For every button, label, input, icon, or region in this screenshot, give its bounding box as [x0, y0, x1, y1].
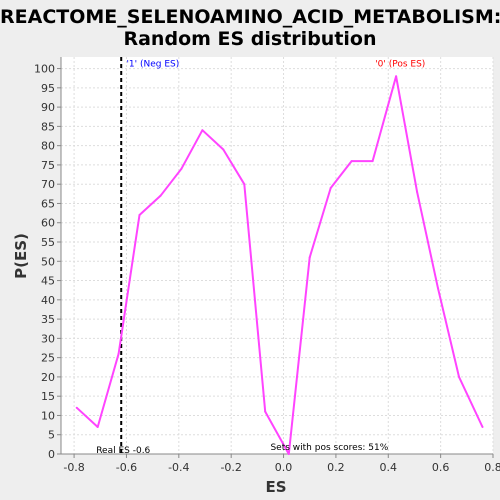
data-point	[117, 352, 120, 355]
y-tick-label: 90	[41, 101, 55, 114]
y-tick-label: 85	[41, 120, 55, 133]
y-axis-label: P(ES)	[12, 233, 30, 279]
y-tick-label: 80	[41, 140, 55, 153]
y-tick-label: 10	[41, 409, 55, 422]
y-tick-label: 30	[41, 332, 55, 345]
x-tick-label: -0.2	[220, 461, 241, 474]
data-point	[287, 453, 290, 455]
x-tick-label: 0.8	[484, 461, 500, 474]
real-es-label: Real ES -0.6	[96, 446, 150, 456]
annotation-label: '1' (Neg ES)	[126, 60, 179, 70]
data-point	[329, 187, 332, 190]
data-point	[481, 426, 484, 429]
data-point	[264, 410, 267, 413]
annotation-label: '0' (Pos ES)	[375, 60, 425, 70]
data-point	[138, 214, 141, 217]
data-point	[222, 148, 225, 151]
annotations: '1' (Neg ES) '0' (Pos ES) Sets with pos sc…	[126, 60, 425, 454]
x-tick-label: -0.8	[63, 461, 84, 474]
y-tick-label: 60	[41, 217, 55, 230]
data-point	[159, 194, 162, 197]
y-tick-label: 65	[41, 197, 55, 210]
data-point	[75, 406, 78, 409]
data-point	[350, 160, 353, 163]
data-point	[395, 75, 398, 78]
chart-title-line-1: REACTOME_SELENOAMINO_ACID_METABOLISM:	[0, 6, 500, 28]
data-point	[180, 167, 183, 170]
x-tick-label: 0.2	[327, 461, 345, 474]
data-point	[308, 256, 311, 259]
axes: 0 5 10 15 20 25 30 35 40 45 50 55 60 65 70 75 80 85 90 95 10…	[34, 57, 500, 474]
annotation-label: Sets with pos scores: 51%	[270, 443, 388, 453]
data-point	[416, 190, 419, 193]
series-line	[76, 75, 484, 455]
y-tick-label: 55	[41, 236, 55, 249]
y-tick-label: 5	[48, 429, 55, 442]
plot-area	[61, 57, 493, 454]
x-tick-label: 0.6	[432, 461, 450, 474]
x-tick-label: 0.0	[275, 461, 293, 474]
data-point	[201, 129, 204, 132]
data-point	[243, 183, 246, 186]
y-tick-label: 70	[41, 178, 55, 191]
x-tick-label: -0.6	[116, 461, 137, 474]
data-point	[371, 160, 374, 163]
y-tick-label: 95	[41, 82, 55, 95]
y-tick-label: 15	[41, 390, 55, 403]
y-tick-label: 75	[41, 159, 55, 172]
y-tick-label: 45	[41, 275, 55, 288]
y-tick-label: 20	[41, 371, 55, 384]
y-tick-label: 50	[41, 255, 55, 268]
x-axis-label: ES	[265, 478, 286, 496]
y-tick-label: 0	[48, 448, 55, 461]
y-tick-label: 25	[41, 352, 55, 365]
x-tick-label: -0.4	[168, 461, 189, 474]
x-tick-label: 0.4	[380, 461, 398, 474]
chart-title-line-2: Random ES distribution	[123, 28, 377, 50]
data-point	[437, 287, 440, 290]
y-tick-label: 35	[41, 313, 55, 326]
data-point	[457, 375, 460, 378]
y-tick-label: 40	[41, 294, 55, 307]
y-tick-label: 100	[34, 63, 55, 76]
data-point	[96, 426, 99, 429]
real-es-marker: Real ES -0.6	[96, 57, 151, 456]
series-layer	[75, 75, 484, 455]
